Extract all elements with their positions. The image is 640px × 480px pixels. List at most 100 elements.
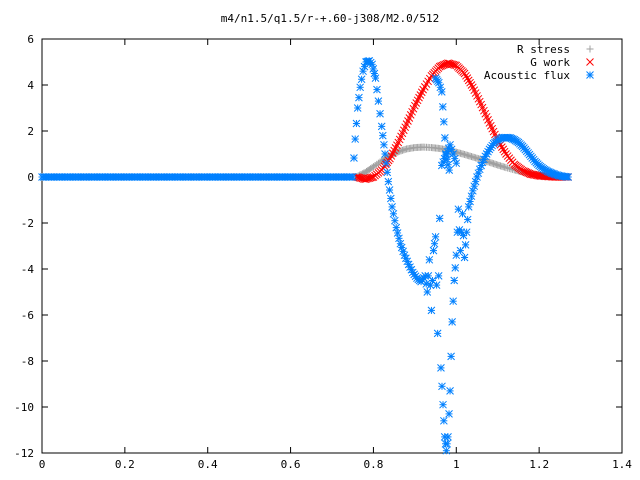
- data-point: [390, 216, 399, 225]
- data-point: [423, 288, 432, 296]
- data-point: [427, 306, 436, 315]
- x-tick-label: 0.2: [115, 458, 135, 471]
- data-point: [440, 117, 448, 126]
- y-tick-label: -4: [21, 263, 35, 276]
- legend-marker: [586, 58, 594, 66]
- data-point: [460, 69, 469, 78]
- data-point: [393, 229, 402, 237]
- data-point: [448, 318, 456, 326]
- series-2: [38, 56, 572, 455]
- data-point: [355, 93, 363, 102]
- data-point: [470, 182, 479, 191]
- data-point: [352, 119, 361, 128]
- data-point: [435, 62, 444, 71]
- data-point: [447, 145, 456, 154]
- data-point: [395, 234, 403, 243]
- x-tick-label: 0.8: [363, 458, 383, 471]
- data-point: [435, 78, 443, 87]
- data-point: [392, 223, 401, 232]
- y-tick-label: 0: [27, 171, 34, 184]
- data-point: [438, 61, 447, 70]
- data-point: [445, 410, 453, 418]
- data-point: [438, 102, 447, 111]
- data-marks: [38, 56, 572, 455]
- y-tick-label: -2: [21, 217, 34, 230]
- x-tick-label: 0.4: [198, 458, 218, 471]
- legend-label: R stress: [517, 43, 570, 56]
- data-point: [478, 158, 487, 167]
- data-point: [357, 75, 366, 84]
- data-point: [564, 173, 572, 181]
- data-point: [350, 154, 358, 162]
- data-point: [471, 177, 480, 186]
- data-point: [499, 145, 508, 154]
- data-point: [376, 109, 384, 118]
- data-point: [369, 65, 378, 73]
- data-point: [388, 203, 396, 211]
- data-point: [464, 203, 473, 211]
- data-point: [384, 177, 393, 186]
- data-point: [449, 60, 458, 69]
- data-point: [467, 81, 476, 89]
- data-point: [449, 297, 458, 306]
- data-point: [366, 173, 375, 182]
- y-tick-label: 2: [27, 125, 34, 138]
- data-point: [450, 154, 459, 163]
- data-point: [430, 239, 439, 248]
- y-tick-label: -8: [21, 355, 34, 368]
- data-point: [466, 78, 474, 87]
- data-point: [432, 281, 441, 289]
- data-point: [378, 131, 387, 140]
- data-point: [449, 150, 458, 158]
- data-point: [368, 60, 377, 69]
- data-point: [356, 83, 365, 92]
- data-point: [351, 135, 360, 143]
- data-point: [380, 140, 388, 149]
- data-point: [440, 416, 448, 425]
- y-tick-label: -6: [21, 309, 34, 322]
- axis-ticks: 0 0.2 0.4 0.6 0.8 1 1.2 1.4 6 4 2 0 -2 -4 -6 -8 -10 -12: [14, 33, 632, 471]
- data-point: [463, 215, 472, 224]
- data-point: [445, 166, 454, 174]
- data-point: [462, 71, 470, 80]
- data-point: [374, 97, 383, 105]
- data-point: [353, 104, 362, 112]
- data-point: [377, 122, 386, 131]
- data-point: [383, 168, 392, 177]
- x-tick-label: 1.4: [612, 458, 632, 471]
- data-point: [386, 194, 395, 203]
- legend-label: Acoustic flux: [484, 69, 570, 82]
- data-point: [441, 134, 449, 142]
- data-point: [348, 173, 357, 181]
- x-tick-label: 0.6: [281, 458, 301, 471]
- data-point: [450, 276, 459, 285]
- data-point: [444, 433, 452, 441]
- data-point: [442, 151, 450, 160]
- data-point: [442, 446, 451, 455]
- y-tick-label: 4: [27, 79, 34, 92]
- data-point: [461, 240, 470, 249]
- data-point: [370, 69, 379, 78]
- y-tick-label: -12: [14, 447, 34, 460]
- x-tick-label: 0: [39, 458, 46, 471]
- data-point: [437, 88, 446, 96]
- y-tick-label: 6: [27, 33, 34, 46]
- y-tick-label: -10: [14, 401, 34, 414]
- x-tick-label: 1.2: [529, 458, 549, 471]
- data-point: [447, 352, 455, 361]
- data-point: [500, 147, 509, 156]
- data-point: [446, 140, 454, 149]
- data-point: [463, 74, 472, 82]
- data-point: [438, 382, 446, 391]
- data-point: [436, 83, 445, 92]
- data-point: [389, 209, 398, 218]
- data-point: [451, 263, 460, 272]
- data-point: [437, 62, 445, 70]
- data-point: [466, 197, 474, 206]
- legend-marker: [586, 45, 594, 53]
- data-point: [439, 400, 447, 409]
- data-point: [433, 329, 442, 338]
- data-point: [460, 253, 469, 262]
